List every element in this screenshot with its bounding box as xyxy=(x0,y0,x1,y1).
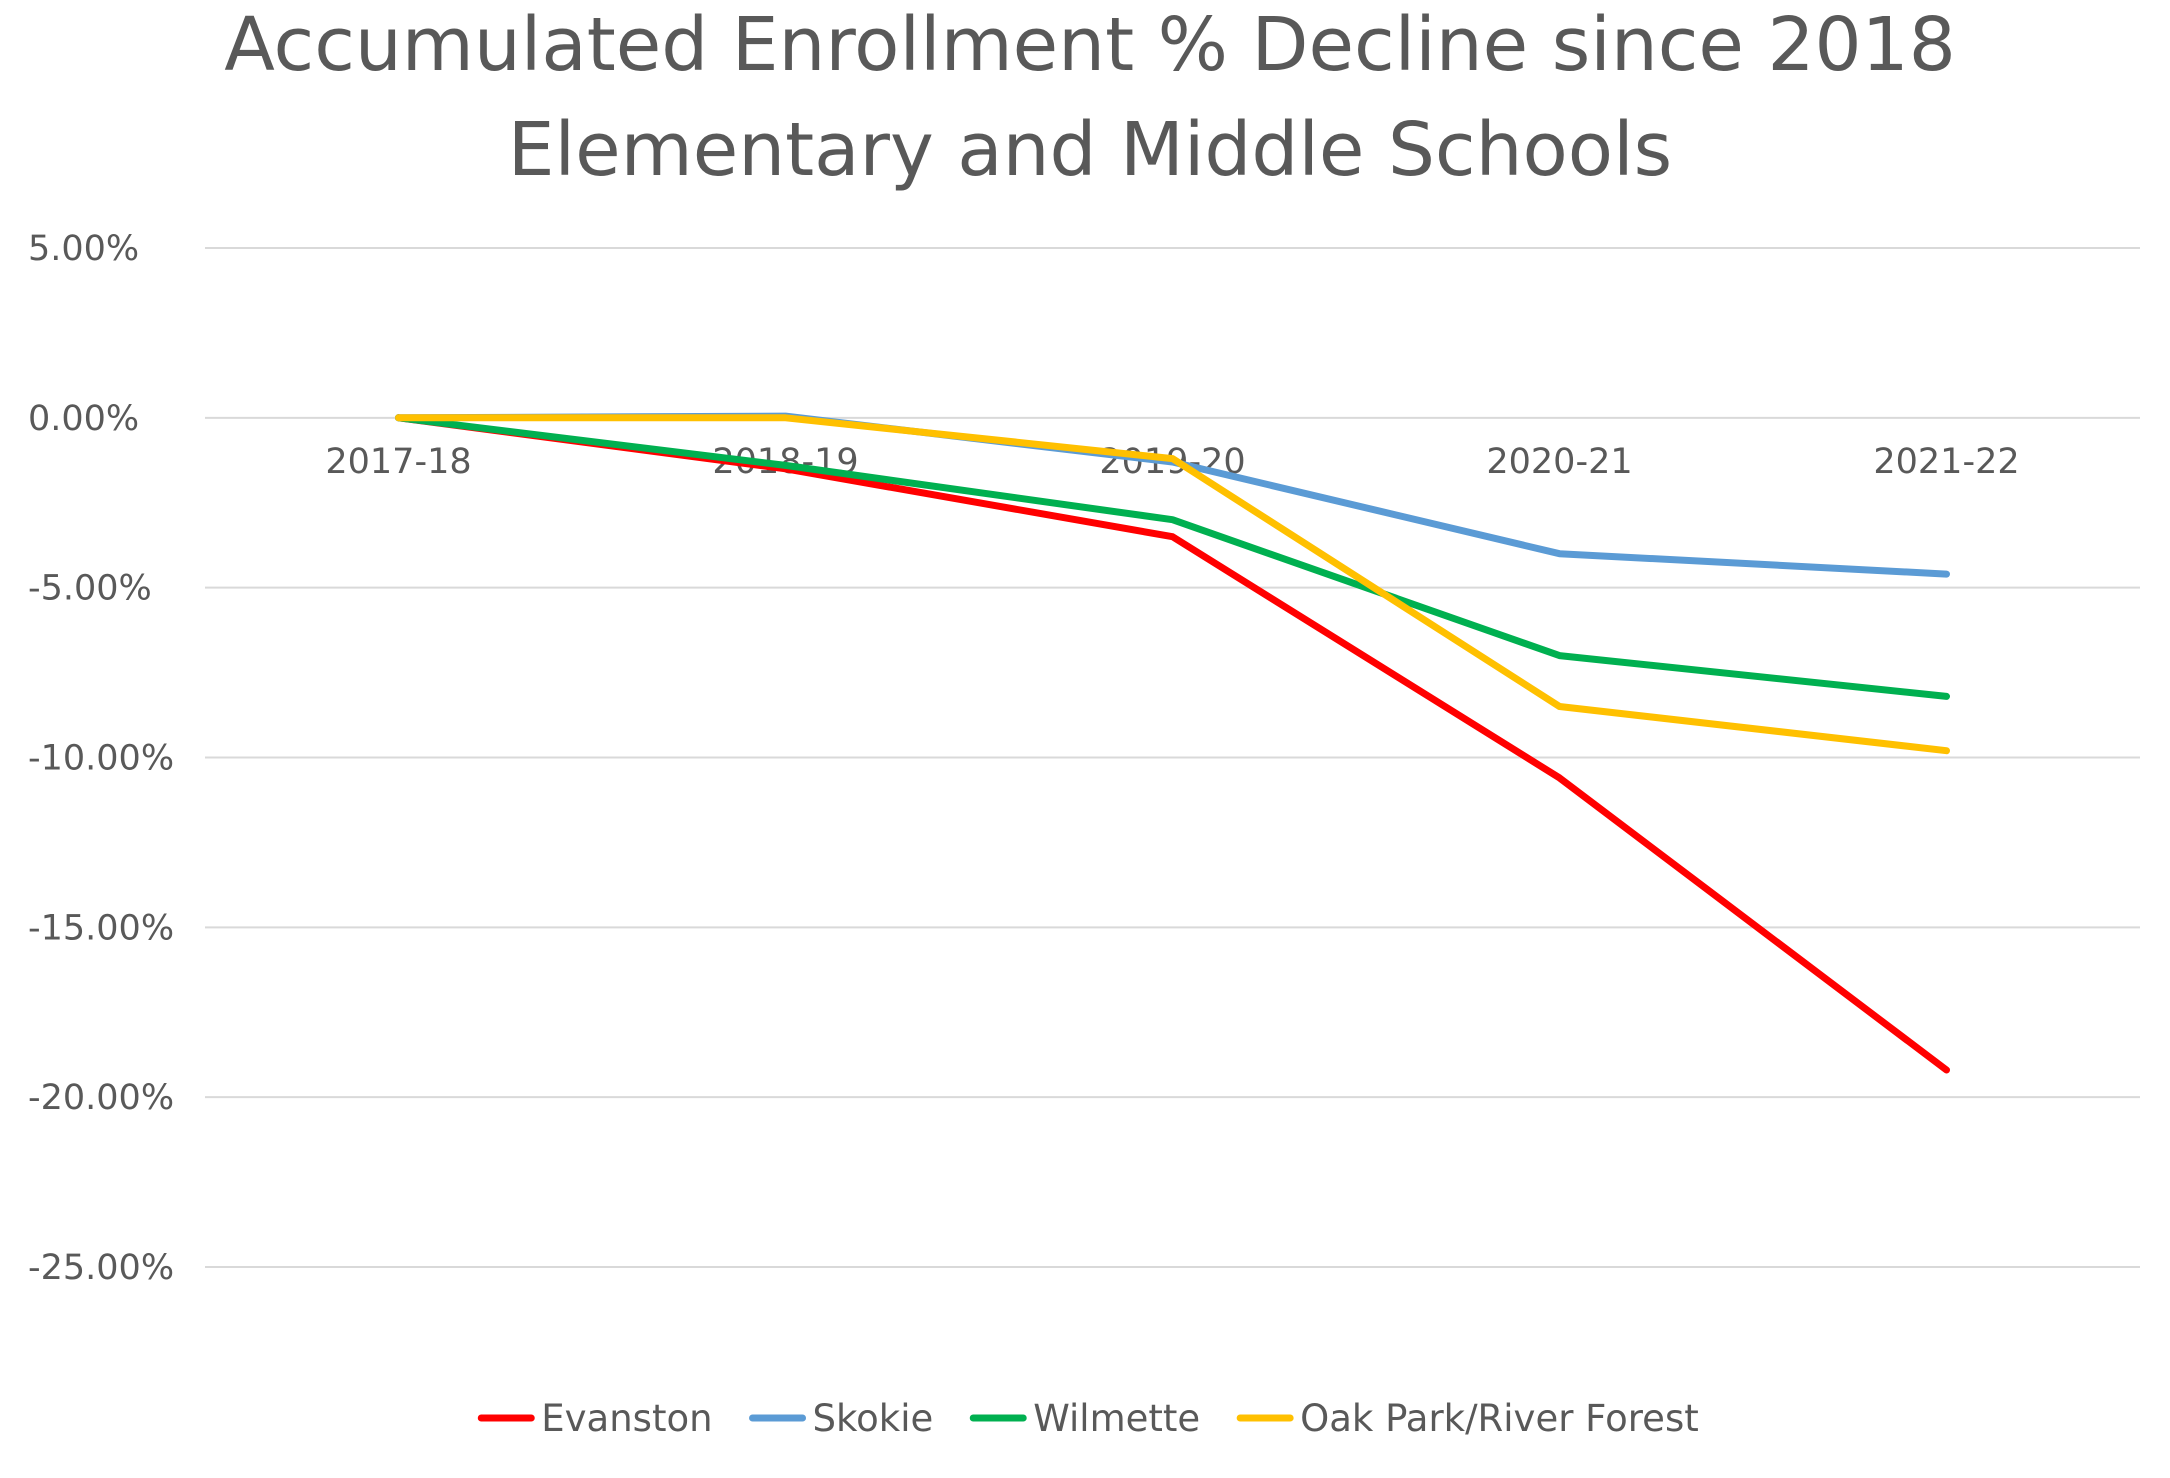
y-tick-label: -25.00% xyxy=(28,1248,174,1288)
x-tick-label: 2020-21 xyxy=(1486,442,1632,482)
x-tick-label: 2017-18 xyxy=(325,442,471,482)
y-tick-label: 0.00% xyxy=(28,399,139,439)
x-tick-label: 2021-22 xyxy=(1873,442,2019,482)
gridlines xyxy=(205,247,2140,1268)
legend-label: Skokie xyxy=(813,1397,934,1440)
legend-label: Oak Park/River Forest xyxy=(1300,1397,1699,1440)
legend-label: Evanston xyxy=(541,1397,712,1440)
y-axis-tick-labels: 5.00% 0.00% -5.00% -10.00% -15.00% -20.00% -25… xyxy=(28,229,174,1288)
series-line-oak-park-river-forest xyxy=(395,414,1950,755)
y-tick-label: -20.00% xyxy=(28,1078,174,1118)
series-line-skokie xyxy=(395,412,1950,578)
y-tick-label: -5.00% xyxy=(28,569,152,609)
series-lines xyxy=(395,412,1950,1074)
legend-label: Wilmette xyxy=(1033,1397,1200,1440)
y-tick-label: -15.00% xyxy=(28,908,174,948)
chart-subtitle: Elementary and Middle Schools xyxy=(508,107,1672,193)
legend: Evanston Skokie Wilmette Oak Park/River For… xyxy=(477,1397,1699,1440)
y-tick-label: 5.00% xyxy=(28,229,139,269)
series-line-wilmette xyxy=(395,414,1950,700)
y-tick-label: -10.00% xyxy=(28,739,174,779)
series-line-evanston xyxy=(395,414,1950,1074)
chart-title: Accumulated Enrollment % Decline since 2… xyxy=(224,2,1956,88)
